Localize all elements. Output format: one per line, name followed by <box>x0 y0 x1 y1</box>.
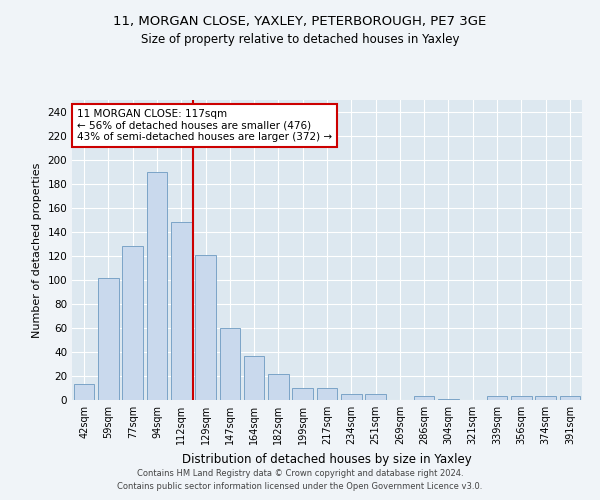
Bar <box>317 388 337 400</box>
Y-axis label: Number of detached properties: Number of detached properties <box>32 162 42 338</box>
Text: 11, MORGAN CLOSE, YAXLEY, PETERBOROUGH, PE7 3GE: 11, MORGAN CLOSE, YAXLEY, PETERBOROUGH, … <box>113 15 487 28</box>
Bar <box>511 396 532 400</box>
Bar <box>244 356 265 400</box>
Bar <box>195 255 216 400</box>
Bar <box>341 394 362 400</box>
Bar <box>560 396 580 400</box>
Bar <box>414 396 434 400</box>
Bar <box>146 172 167 400</box>
X-axis label: Distribution of detached houses by size in Yaxley: Distribution of detached houses by size … <box>182 452 472 466</box>
Text: Size of property relative to detached houses in Yaxley: Size of property relative to detached ho… <box>141 32 459 46</box>
Text: Contains public sector information licensed under the Open Government Licence v3: Contains public sector information licen… <box>118 482 482 491</box>
Text: Contains HM Land Registry data © Crown copyright and database right 2024.: Contains HM Land Registry data © Crown c… <box>137 468 463 477</box>
Bar <box>438 399 459 400</box>
Text: 11 MORGAN CLOSE: 117sqm
← 56% of detached houses are smaller (476)
43% of semi-d: 11 MORGAN CLOSE: 117sqm ← 56% of detache… <box>77 109 332 142</box>
Bar <box>220 328 240 400</box>
Bar <box>365 394 386 400</box>
Bar <box>98 278 119 400</box>
Bar <box>487 396 508 400</box>
Bar <box>74 384 94 400</box>
Bar <box>122 246 143 400</box>
Bar <box>171 222 191 400</box>
Bar <box>535 396 556 400</box>
Bar <box>268 374 289 400</box>
Bar <box>292 388 313 400</box>
